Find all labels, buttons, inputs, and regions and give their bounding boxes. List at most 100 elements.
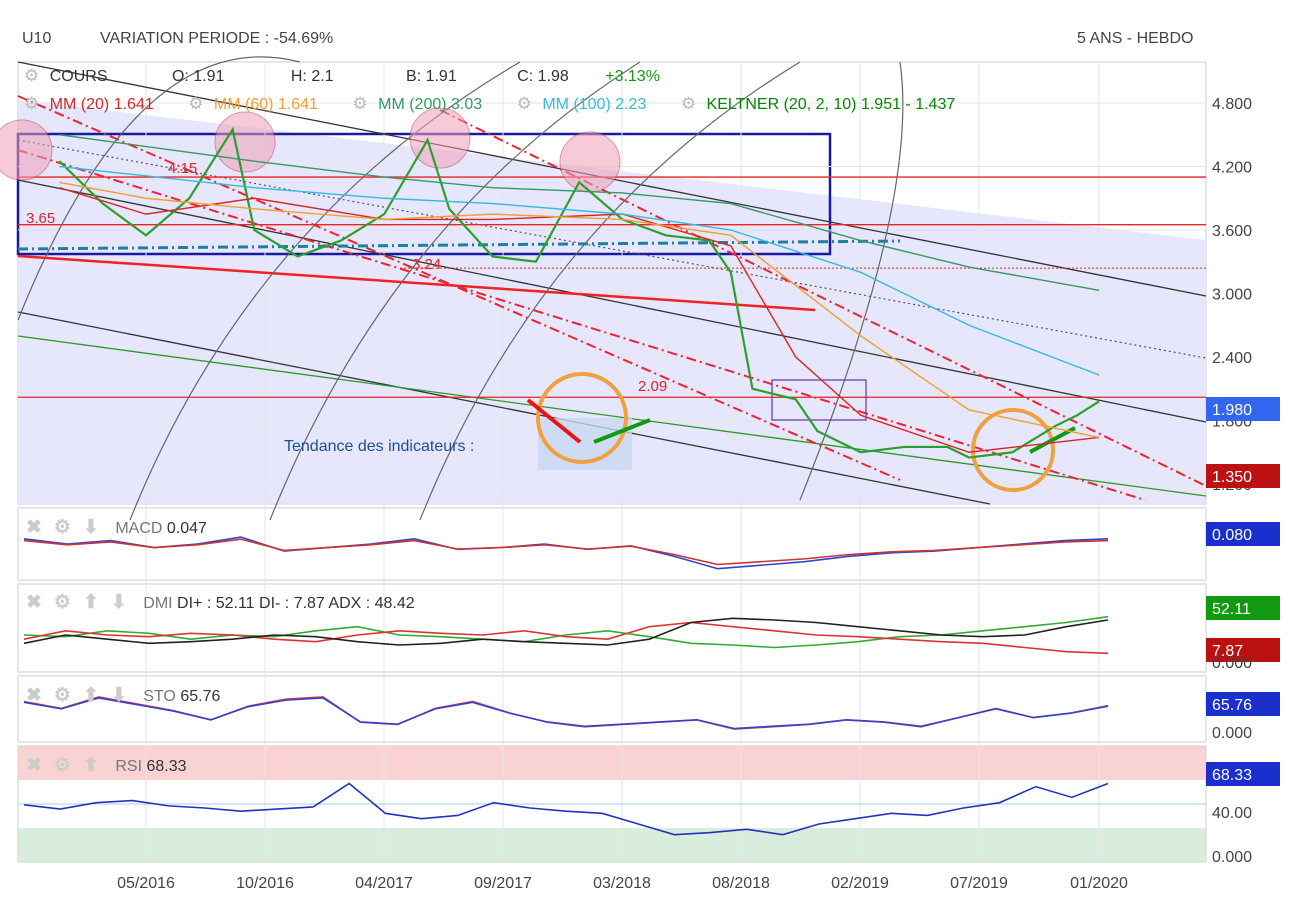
rsi-tick-label: 40.00: [1212, 805, 1252, 822]
mm60-label: MM (60) 1.641: [213, 96, 318, 113]
dmi-plus-badge: [1206, 596, 1280, 620]
green-arrow: [593, 418, 651, 444]
last-price-text: 1.980: [1212, 402, 1252, 419]
fib-arc: [269, 61, 641, 521]
price-tick-label: 2.400: [1212, 350, 1252, 367]
x-tick-label: 07/2019: [950, 875, 1008, 892]
rsi-overbought-zone: [18, 746, 1206, 780]
price-tick-label: 3.600: [1212, 223, 1252, 240]
indicator-legend: ⚙ MM (20) 1.641 ⚙ MM (60) 1.641 ⚙ MM (20…: [24, 94, 961, 114]
change-value: +3.13%: [605, 68, 660, 85]
gear-icon[interactable]: ⚙: [516, 94, 532, 113]
arrow-down-icon[interactable]: ⬇: [110, 685, 127, 706]
gear-icon[interactable]: ⚙: [24, 66, 40, 85]
trend-label: Tendance des indicateurs :: [284, 438, 475, 455]
mm20-label: MM (20) 1.641: [49, 96, 154, 113]
x-tick-label: 01/2020: [1070, 875, 1128, 892]
price-marker-badge: [1206, 464, 1280, 488]
sto-value: 65.76: [180, 688, 221, 705]
sto-panel: [17, 675, 1207, 743]
dmi-value: DI+ : 52.11 DI- : 7.87 ADX : 48.42: [177, 595, 415, 612]
fib-arc: [419, 61, 801, 521]
dmi-plus-text: 52.11: [1212, 601, 1251, 618]
gear-icon[interactable]: ⚙: [53, 592, 71, 613]
arrow-up-icon[interactable]: ⬆: [82, 685, 99, 706]
dmi-label: ✖ ⚙ ⬆ ⬇ DMI DI+ : 52.11 DI- : 7.87 ADX : 48…: [26, 591, 415, 614]
x-tick-label: 10/2016: [236, 875, 294, 892]
sto-d-line: [23, 697, 1109, 730]
gear-icon[interactable]: ⚙: [352, 94, 368, 113]
x-tick-label: 05/2016: [117, 875, 175, 892]
arrow-down-icon[interactable]: ⬇: [110, 592, 127, 613]
red-arrow: [526, 398, 582, 444]
series-line-mm-200-: [59, 134, 1100, 292]
rsi-value: 68.33: [146, 758, 187, 775]
x-tick-label: 04/2017: [355, 875, 413, 892]
blue-dashdot-line: [17, 239, 901, 251]
adx-line: [23, 617, 1109, 646]
close-icon[interactable]: ✖: [26, 685, 42, 706]
rsi-oversold-zone: [18, 828, 1206, 862]
annotation-415: 4.15: [168, 160, 198, 177]
keltner-label: KELTNER (20, 2, 10) 1.951 - 1.437: [706, 96, 956, 113]
series-line-mm-60-: [59, 181, 1100, 439]
highlight-circle: [409, 107, 471, 169]
series-line-mm-100-: [59, 165, 1100, 376]
period-label[interactable]: 5 ANS - HEBDO: [1077, 30, 1194, 47]
rsi-text: 68.33: [1212, 767, 1252, 784]
macd-text: 0.080: [1212, 527, 1252, 544]
dotted-trend-line: [17, 139, 1207, 359]
mm200-label: MM (200) 3.03: [378, 96, 483, 113]
dmi-minus-badge: [1206, 638, 1280, 662]
low-value: B: 1.91: [406, 68, 457, 85]
highlight-circle: [559, 131, 621, 193]
rsi-badge: [1206, 762, 1280, 786]
close-icon[interactable]: ✖: [26, 592, 42, 613]
highlight-circle: [0, 119, 53, 181]
fib-arc: [799, 61, 904, 501]
gear-icon[interactable]: ⚙: [53, 517, 71, 538]
gear-icon[interactable]: ⚙: [53, 685, 71, 706]
open-value: O: 1.91: [171, 68, 225, 85]
trend-circle: [971, 408, 1055, 492]
gear-icon[interactable]: ⚙: [188, 94, 204, 113]
cours-legend: ⚙ COURS O: 1.91 H: 2.1 B: 1.91 C: 1.98 +…: [24, 66, 666, 86]
red-dashdot-line: [17, 149, 1146, 501]
x-tick-label: 03/2018: [593, 875, 651, 892]
lower-channel-line: [17, 311, 991, 505]
rsi-label: ✖ ⚙ ⬆ RSI 68.33: [26, 754, 187, 777]
arrow-up-icon[interactable]: ⬆: [82, 592, 99, 613]
x-tick-label: 09/2017: [474, 875, 532, 892]
price-marker-text: 1.350: [1212, 469, 1252, 486]
x-tick-label: 08/2018: [712, 875, 770, 892]
sto-label: ✖ ⚙ ⬆ ⬇ STO 65.76: [26, 684, 220, 707]
macd-value: 0.047: [166, 520, 207, 537]
sto-text: 65.76: [1212, 697, 1252, 714]
macd-signal-line: [23, 538, 1109, 566]
close-value: C: 1.98: [517, 68, 569, 85]
symbol-label: U10: [22, 30, 52, 47]
zone-box: [771, 379, 867, 421]
channel-fill: [18, 100, 1206, 504]
trend-circle: [536, 372, 628, 464]
red-support-line: [17, 254, 816, 312]
di-plus-line: [23, 615, 1109, 649]
gear-icon[interactable]: ⚙: [53, 755, 71, 776]
close-icon[interactable]: ✖: [26, 517, 42, 538]
arrow-up-icon[interactable]: ⬆: [82, 755, 99, 776]
gear-icon[interactable]: ⚙: [680, 94, 697, 113]
gear-icon[interactable]: ⚙: [24, 94, 40, 113]
mid-channel-line: [17, 179, 1207, 423]
highlight-circle: [214, 111, 276, 173]
macd-panel: [17, 507, 1207, 581]
sto-tick-label: 0.000: [1212, 725, 1252, 742]
arrow-down-icon[interactable]: ⬇: [82, 517, 99, 538]
price-tick-label: 3.000: [1212, 287, 1252, 304]
close-icon[interactable]: ✖: [26, 755, 42, 776]
rsi-name: RSI: [115, 758, 143, 775]
green-arrow: [1029, 426, 1076, 454]
annotation-209: 2.09: [638, 378, 668, 395]
sto-name: STO: [143, 688, 176, 705]
annotation-324: 3.24: [412, 256, 442, 273]
